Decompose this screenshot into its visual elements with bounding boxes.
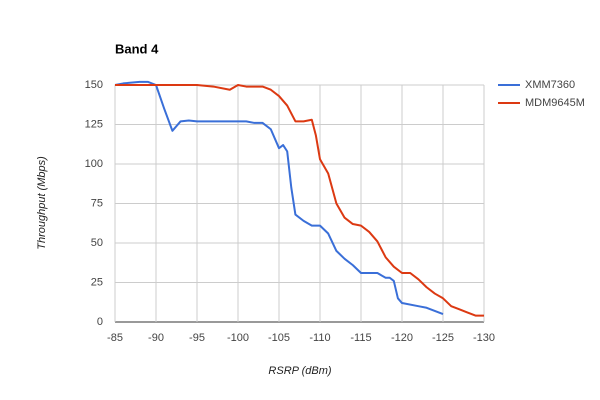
x-axis-title: RSRP (dBm) xyxy=(268,365,331,377)
y-tick-label: 150 xyxy=(85,79,103,91)
x-tick-label: -100 xyxy=(227,332,249,344)
x-tick-label: -85 xyxy=(107,332,123,344)
y-tick-label: 25 xyxy=(91,276,103,288)
x-tick-label: -95 xyxy=(189,332,205,344)
data-line xyxy=(115,84,484,317)
x-tick-label: -90 xyxy=(148,332,164,344)
chart-title: Band 4 xyxy=(115,41,159,56)
y-tick-label: 75 xyxy=(91,197,103,209)
y-axis-title: Throughput (Mbps) xyxy=(36,156,48,250)
legend-label: MDM9645M xyxy=(525,97,585,109)
x-tick-label: -130 xyxy=(473,332,495,344)
x-tick-label: -125 xyxy=(432,332,454,344)
x-tick-label: -115 xyxy=(350,332,371,344)
y-tick-label: 100 xyxy=(85,158,103,170)
x-tick-label: -105 xyxy=(268,332,290,344)
legend-label: XMM7360 xyxy=(525,79,575,91)
y-tick-label: 50 xyxy=(91,237,103,249)
x-tick-label: -110 xyxy=(309,332,330,344)
x-tick-label: -120 xyxy=(391,332,413,344)
y-tick-label: 0 xyxy=(97,316,103,328)
y-tick-label: 125 xyxy=(85,118,103,130)
data-line xyxy=(114,80,444,316)
